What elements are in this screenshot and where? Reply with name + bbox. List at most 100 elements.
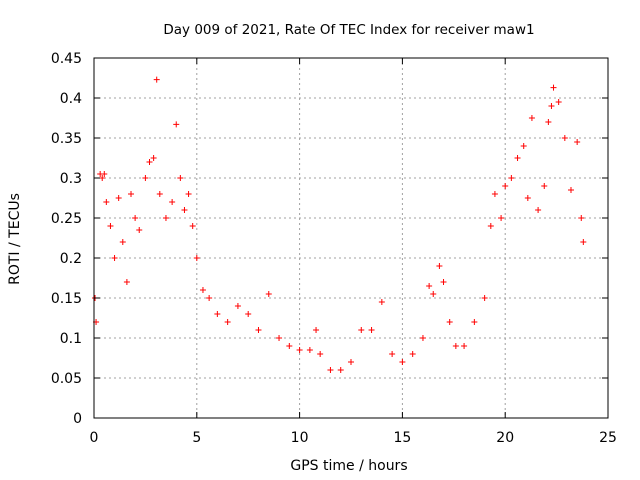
- x-tick-label: 25: [599, 430, 617, 446]
- data-point: [561, 135, 568, 141]
- grid-lines: [94, 58, 608, 418]
- y-tick-label: 0.45: [51, 51, 82, 67]
- data-point: [358, 327, 365, 333]
- data-point: [206, 295, 213, 301]
- data-point: [574, 139, 581, 145]
- data-point: [548, 103, 555, 109]
- data-point: [491, 191, 498, 197]
- data-point: [199, 287, 206, 293]
- data-point: [426, 283, 433, 289]
- data-point: [337, 367, 344, 373]
- data-point: [348, 359, 354, 365]
- data-point: [276, 335, 283, 341]
- x-tick-label: 15: [393, 430, 411, 446]
- data-point: [214, 311, 221, 317]
- data-point: [181, 207, 188, 213]
- x-tick-label: 0: [90, 430, 99, 446]
- data-point: [99, 175, 106, 181]
- data-point: [452, 343, 459, 349]
- chart-title: Day 009 of 2021, Rate Of TEC Index for r…: [163, 22, 534, 38]
- y-tick-label: 0.1: [60, 331, 82, 347]
- y-tick-label: 0.05: [51, 371, 82, 387]
- data-point: [265, 291, 272, 297]
- data-point: [150, 155, 157, 161]
- data-point: [103, 199, 110, 205]
- data-point: [107, 223, 114, 229]
- y-tick-label: 0.35: [51, 131, 82, 147]
- data-point: [234, 303, 241, 309]
- data-point: [132, 215, 139, 221]
- data-point: [224, 319, 231, 325]
- data-point: [409, 351, 416, 357]
- data-point: [508, 175, 515, 181]
- data-point: [245, 311, 252, 317]
- data-point: [419, 335, 426, 341]
- y-tick-label: 0.25: [51, 211, 82, 227]
- data-point: [189, 223, 196, 229]
- data-point: [514, 155, 521, 161]
- data-point: [115, 195, 122, 201]
- data-point: [545, 119, 552, 125]
- plot-frame: [93, 57, 609, 419]
- data-point: [173, 121, 180, 128]
- data-point: [101, 171, 108, 177]
- data-point: [578, 215, 585, 221]
- data-point: [255, 327, 262, 333]
- data-point: [136, 227, 143, 233]
- data-point: [461, 343, 468, 349]
- data-point: [541, 183, 548, 189]
- y-tick-label: 0.15: [51, 291, 82, 307]
- data-point: [193, 255, 200, 261]
- data-point: [436, 263, 443, 269]
- data-points: [92, 76, 587, 373]
- data-point: [446, 319, 453, 325]
- data-point: [162, 215, 169, 221]
- y-tick-label: 0: [73, 411, 82, 427]
- data-point: [111, 255, 118, 261]
- data-point: [399, 359, 406, 365]
- data-point: [580, 239, 587, 245]
- x-tick-label: 10: [291, 430, 309, 446]
- data-point: [528, 115, 535, 121]
- data-point: [535, 207, 542, 213]
- data-point: [498, 215, 505, 221]
- data-point: [169, 199, 176, 205]
- data-point: [123, 279, 130, 285]
- data-point: [567, 187, 574, 193]
- data-point: [389, 351, 396, 357]
- x-axis-label: GPS time / hours: [290, 458, 407, 474]
- y-tick-label: 0.2: [60, 251, 82, 267]
- data-point: [430, 291, 437, 297]
- data-point: [440, 279, 447, 285]
- data-point: [317, 351, 324, 357]
- data-point: [153, 76, 160, 83]
- data-point: [119, 239, 126, 245]
- data-point: [128, 191, 135, 197]
- data-point: [327, 367, 334, 373]
- data-point: [313, 327, 320, 333]
- y-tick-label: 0.3: [60, 171, 82, 187]
- data-point: [286, 343, 293, 349]
- data-point: [378, 299, 385, 305]
- data-point: [555, 99, 562, 105]
- data-point: [146, 159, 153, 165]
- x-tick-label: 20: [496, 430, 514, 446]
- y-tick-label: 0.4: [60, 91, 82, 107]
- data-point: [142, 175, 149, 181]
- data-point: [487, 223, 494, 229]
- data-point: [306, 347, 313, 353]
- data-point: [296, 347, 303, 353]
- data-point: [520, 143, 527, 149]
- data-point: [177, 175, 184, 181]
- x-tick-label: 5: [192, 430, 201, 446]
- y-axis-label: ROTI / TECUs: [7, 193, 23, 285]
- data-point: [156, 191, 163, 197]
- axis-ticks: 0 5 10 15 20 25 0 0.05 0.1 0.15 0.2 0.25 0.3 0.35 0.4 0…: [51, 51, 617, 446]
- data-point: [502, 183, 509, 189]
- data-point: [550, 84, 557, 91]
- data-point: [368, 327, 375, 333]
- data-point: [481, 295, 488, 301]
- data-point: [524, 195, 531, 201]
- data-point: [185, 191, 192, 197]
